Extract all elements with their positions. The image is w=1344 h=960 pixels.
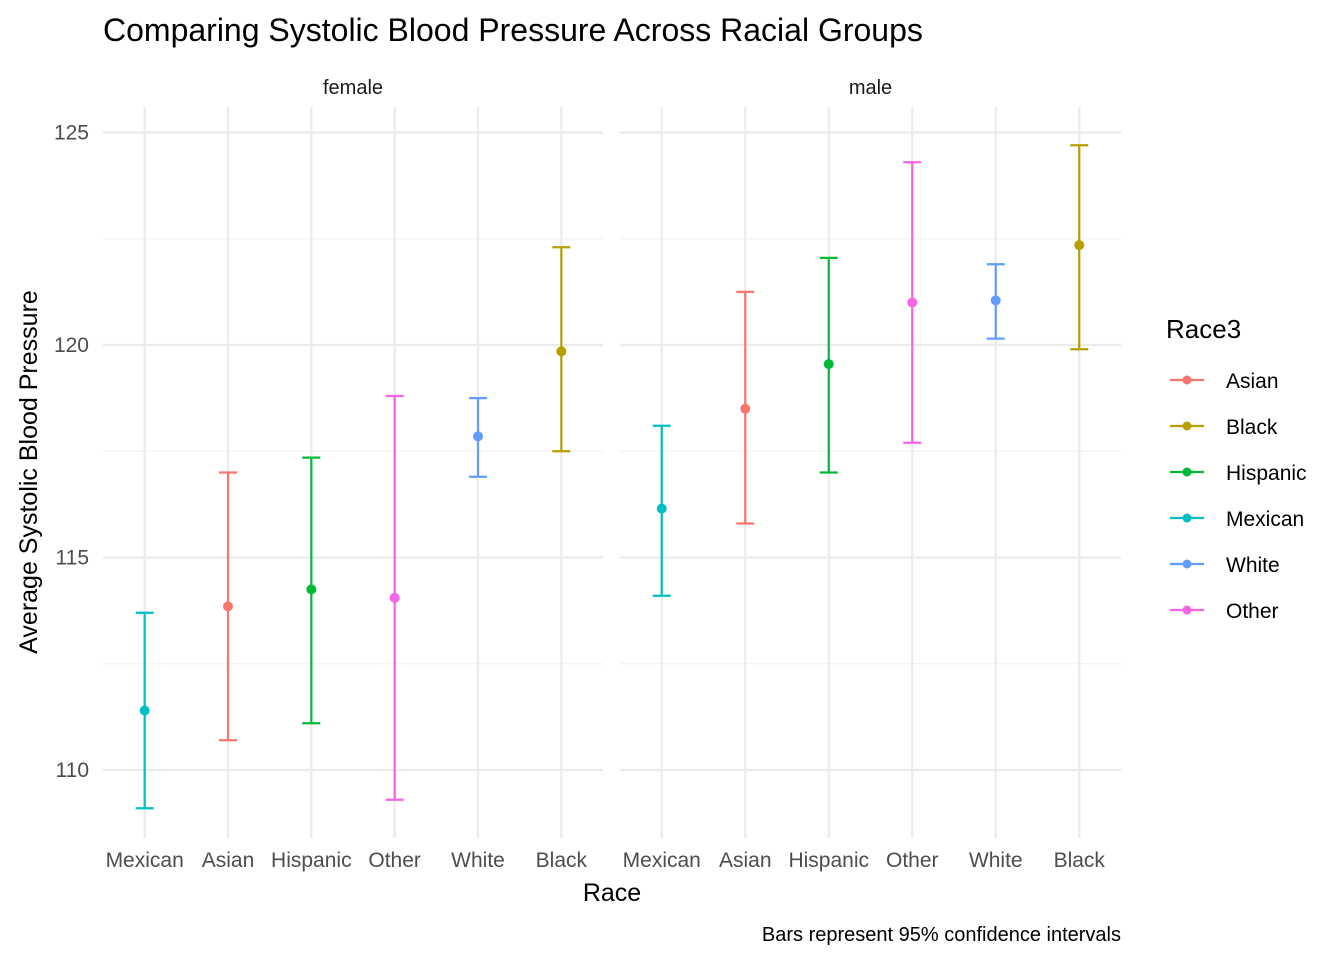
- legend-label: Hispanic: [1226, 462, 1307, 485]
- x-tick-label: Mexican: [106, 849, 184, 872]
- errorbar-group: [552, 246, 571, 453]
- chart-title: Comparing Systolic Blood Pressure Across…: [103, 12, 923, 48]
- x-tick-label: Mexican: [623, 849, 701, 872]
- x-tick-label: White: [969, 849, 1023, 872]
- x-tick-label: Hispanic: [271, 849, 352, 872]
- legend-key-point: [1182, 467, 1192, 477]
- legend-key-point: [1182, 513, 1192, 523]
- errorbar-group: [819, 256, 838, 474]
- errorbar-group: [652, 424, 671, 597]
- errorbar-group: [385, 394, 404, 801]
- errorbar-group: [219, 471, 237, 742]
- legend-key-point: [1182, 421, 1192, 431]
- legend: Race3 Asian Black Hispanic Mexican White Othe…: [1166, 314, 1307, 623]
- x-tick-label: Asian: [202, 849, 255, 872]
- legend-item-black: Black: [1170, 416, 1278, 439]
- data-point: [740, 403, 751, 414]
- y-tick-label: 115: [56, 547, 89, 570]
- data-point: [473, 431, 483, 442]
- data-point: [306, 584, 317, 595]
- errorbar-group: [736, 290, 755, 525]
- data-point: [1074, 240, 1085, 251]
- legend-key-point: [1182, 375, 1192, 385]
- legend-item-mexican: Mexican: [1170, 508, 1304, 531]
- x-axis-title: Race: [583, 879, 641, 907]
- legend-item-other: Other: [1170, 600, 1279, 623]
- errorbar-group: [1070, 144, 1089, 351]
- data-point: [990, 295, 1001, 306]
- data-point: [556, 346, 567, 357]
- legend-title: Race3: [1166, 314, 1241, 344]
- y-tick-label: 125: [54, 122, 89, 145]
- x-tick-label: Asian: [719, 849, 772, 872]
- y-tick-label: 110: [56, 759, 89, 782]
- data-point: [223, 601, 233, 612]
- facet-panel-male: male Mexican Asian Hispanic Other White Black: [620, 77, 1121, 872]
- y-axis-ticks: 110 115 120 125: [54, 122, 89, 783]
- y-tick-label: 120: [54, 334, 89, 357]
- legend-key-point: [1182, 605, 1192, 615]
- legend-key-point: [1182, 559, 1192, 569]
- x-tick-label: Hispanic: [788, 849, 869, 872]
- chart-caption: Bars represent 95% confidence intervals: [762, 924, 1121, 946]
- data-point: [139, 705, 150, 716]
- data-point: [389, 592, 400, 603]
- x-tick-label: Black: [1054, 849, 1106, 872]
- errorbar-group: [469, 397, 487, 478]
- legend-label: Black: [1226, 416, 1278, 439]
- facet-panel-female: female Mexican Asian Hispanic Other White Blac…: [103, 77, 603, 872]
- facet-label: female: [323, 77, 383, 99]
- errorbar-group: [302, 456, 321, 725]
- legend-label: Mexican: [1226, 508, 1304, 531]
- legend-label: Other: [1226, 600, 1279, 623]
- facet-label: male: [849, 77, 892, 99]
- x-tick-label: Black: [536, 849, 588, 872]
- x-tick-label: White: [451, 849, 505, 872]
- legend-item-hispanic: Hispanic: [1170, 462, 1307, 485]
- legend-label: Asian: [1226, 370, 1279, 393]
- data-point: [823, 359, 834, 370]
- legend-item-white: White: [1170, 554, 1280, 577]
- x-tick-label: Other: [368, 849, 421, 872]
- errorbar-group: [903, 161, 922, 444]
- data-point: [656, 503, 667, 514]
- x-tick-label: Other: [886, 849, 939, 872]
- y-axis-title: Average Systolic Blood Pressure: [15, 290, 43, 654]
- legend-item-asian: Asian: [1170, 370, 1279, 393]
- data-point: [907, 297, 918, 308]
- errorbar-group: [135, 611, 154, 810]
- legend-label: White: [1226, 554, 1280, 577]
- errorbar-group: [986, 263, 1005, 340]
- facet-panels: female Mexican Asian Hispanic Other White Blac…: [54, 77, 1121, 872]
